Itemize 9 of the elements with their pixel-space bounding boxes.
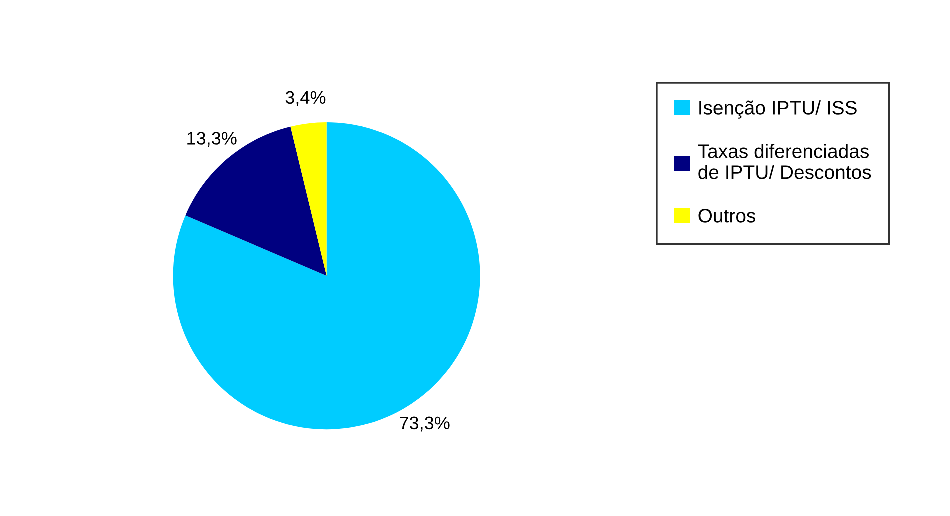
data-label: 13,3% [188, 132, 237, 148]
legend-label: Taxas diferenciadas de IPTU/ Descontos [698, 144, 872, 180]
data-label: 3,4% [286, 91, 326, 106]
legend-label: Isenção IPTU/ ISS [700, 100, 857, 119]
pie-slice [290, 122, 327, 276]
data-label: 73,3% [400, 416, 450, 432]
pie-slice [186, 126, 327, 276]
pie-slice [173, 122, 480, 430]
legend-label: Outros [698, 209, 756, 223]
